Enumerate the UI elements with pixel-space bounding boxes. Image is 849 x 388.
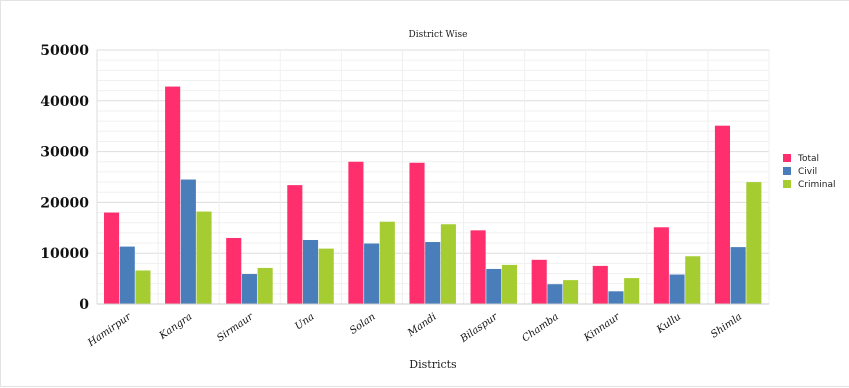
bar-criminal	[135, 270, 151, 304]
bar-total	[409, 162, 425, 304]
bar-civil	[119, 246, 135, 304]
x-tick-label: Una	[293, 311, 316, 332]
legend-swatch-total	[783, 154, 791, 162]
bar-total	[653, 227, 669, 304]
y-tick-label: 10000	[40, 246, 89, 262]
bar-criminal	[379, 221, 395, 304]
bar-criminal	[196, 211, 212, 304]
x-tick-label: Kangra	[157, 311, 194, 342]
bar-civil	[180, 179, 196, 304]
y-tick-label: 20000	[40, 195, 89, 211]
bar-criminal	[685, 256, 701, 304]
x-tick-label: Sirmaur	[215, 311, 256, 345]
y-tick-label: 0	[79, 297, 89, 313]
bar-total	[287, 185, 303, 304]
x-tick-label: Shimla	[709, 311, 744, 340]
bar-total	[165, 86, 181, 305]
legend-label: Civil	[798, 167, 817, 177]
x-tick-labels: Hamirpur Kangra Sirmaur Una Solan Mandi Bilasp…	[85, 311, 744, 350]
legend-swatch-civil	[783, 167, 791, 175]
bar-civil	[241, 274, 257, 304]
bar-civil	[486, 268, 502, 304]
bar-criminal	[501, 264, 518, 304]
y-tick-labels: 0 10000 20000 30000 40000 50000	[40, 43, 89, 313]
x-tick-label: Mandi	[405, 311, 439, 339]
bar-criminal	[746, 182, 762, 304]
x-tick-label: Kullu	[654, 311, 683, 336]
bar-criminal	[318, 248, 334, 304]
y-tick-label: 30000	[40, 145, 89, 161]
legend-label: Total	[797, 154, 819, 164]
x-tick-label: Kinnaur	[581, 311, 622, 345]
bars	[104, 86, 762, 305]
x-tick-label: Hamirpur	[85, 311, 134, 350]
chart-title: District Wise	[409, 30, 468, 40]
x-tick-label: Solan	[348, 311, 378, 336]
legend: Total Civil Criminal	[783, 154, 835, 190]
bar-total	[592, 265, 608, 304]
bar-total	[531, 259, 547, 304]
legend-label: Criminal	[798, 180, 835, 190]
axes	[96, 50, 769, 305]
bar-civil	[669, 274, 685, 304]
bar-total	[226, 237, 242, 304]
legend-swatch-criminal	[783, 180, 791, 188]
bar-total	[470, 230, 486, 304]
x-tick-label: Chamba	[520, 311, 561, 344]
bar-total	[104, 212, 120, 304]
y-tick-label: 40000	[40, 94, 89, 110]
x-tick-label: Bilaspur	[458, 311, 501, 346]
bar-civil	[547, 284, 563, 304]
bar-criminal	[563, 280, 579, 304]
bar-civil	[302, 239, 319, 304]
bar-total	[714, 125, 731, 304]
x-axis-label: Districts	[409, 358, 457, 371]
bar-civil	[730, 247, 746, 304]
bar-criminal	[624, 278, 640, 304]
bar-civil	[425, 242, 441, 304]
bar-civil	[608, 291, 624, 304]
bar-criminal	[257, 267, 273, 304]
bar-civil	[364, 243, 380, 304]
bar-total	[348, 161, 364, 304]
bar-criminal	[440, 224, 456, 304]
y-tick-label: 50000	[40, 43, 89, 59]
